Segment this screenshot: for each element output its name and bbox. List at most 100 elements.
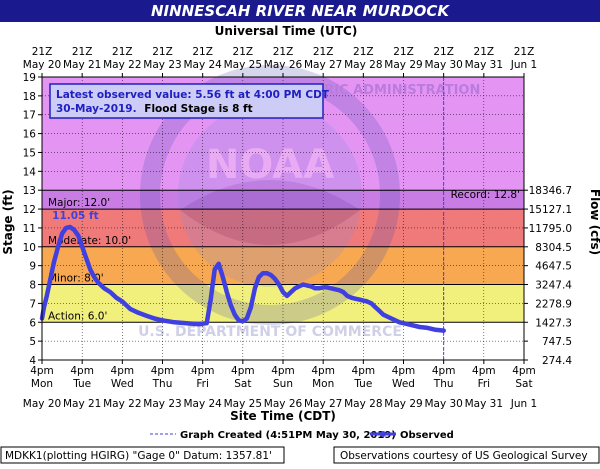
observed-point	[128, 307, 132, 311]
observed-point	[301, 283, 305, 287]
top-tick-time: 21Z	[233, 46, 254, 58]
x-tick-date: May 30	[424, 398, 462, 410]
observed-point	[261, 271, 265, 275]
x-tick-date: May 31	[465, 398, 503, 410]
x-tick-time: 4pm	[231, 365, 255, 377]
observed-point	[102, 286, 106, 290]
observed-point	[273, 277, 277, 281]
top-tick-time: 21Z	[192, 46, 213, 58]
x-tick-day: Thu	[433, 378, 454, 390]
observed-point	[349, 296, 353, 300]
y-tick-label: 9	[29, 261, 36, 273]
top-tick-time: 21Z	[393, 46, 414, 58]
observed-point	[84, 256, 88, 260]
observed-point	[80, 245, 84, 249]
observed-point	[45, 294, 49, 298]
observed-point	[68, 225, 72, 229]
top-tick-date: May 30	[424, 59, 462, 71]
observed-point	[205, 321, 209, 325]
observed-point	[381, 313, 385, 317]
x-tick-day: Fri	[478, 378, 491, 390]
x-tick-day: Mon	[312, 378, 334, 390]
y-tick-label: 15	[23, 147, 36, 159]
top-tick-time: 21Z	[514, 46, 535, 58]
peak-label: 11.05 ft	[52, 210, 98, 222]
title-bar	[0, 0, 600, 22]
y-tick-label: 8	[29, 280, 36, 292]
x-tick-day: Tue	[72, 378, 91, 390]
top-tick-time: 21Z	[273, 46, 294, 58]
observed-point	[60, 232, 64, 236]
y2-axis-title: Flow (cfs)	[588, 189, 600, 255]
observed-point	[221, 275, 225, 279]
top-tick-time: 21Z	[433, 46, 454, 58]
x-tick-date: May 28	[344, 398, 382, 410]
observed-point	[353, 297, 357, 301]
record-label: Record: 12.8'	[451, 189, 520, 201]
flow-tick-label: 4647.5	[535, 261, 572, 273]
observed-point	[317, 286, 321, 290]
latest-value-box: Latest observed value: 5.56 ft at 4:00 P…	[49, 83, 330, 119]
observed-point	[337, 288, 341, 292]
footer-left-box	[0, 446, 285, 464]
top-tick-date: Jun 1	[510, 59, 537, 71]
top-tick-time: 21Z	[474, 46, 495, 58]
y-tick-label: 4	[29, 355, 36, 367]
observed-point	[241, 319, 245, 323]
observed-point	[269, 273, 273, 277]
top-tick-date: May 29	[384, 59, 422, 71]
observed-point	[377, 309, 381, 313]
threshold-label: Action: 6.0'	[48, 310, 107, 322]
top-tick-date: May 23	[143, 59, 181, 71]
observed-point	[245, 316, 249, 320]
x-tick-time: 4pm	[111, 365, 135, 377]
flow-tick-label: 747.5	[542, 336, 572, 348]
footer-left-text: MDKK1(plotting HGIRG) "Gage 0" Datum: 13…	[5, 450, 272, 462]
observed-series: 11.05 ft	[39, 210, 446, 333]
observed-point	[88, 267, 92, 271]
x-tick-time: 4pm	[392, 365, 416, 377]
observed-point	[56, 245, 60, 249]
observed-point	[418, 325, 422, 329]
top-tick-date: May 22	[103, 59, 141, 71]
observed-point	[333, 287, 337, 291]
observed-point	[64, 226, 68, 230]
threshold-label: Minor: 8.0'	[48, 273, 104, 285]
y-tick-label: 7	[29, 298, 36, 310]
latest-value-line1: Latest observed value: 5.56 ft at 4:00 P…	[56, 89, 330, 101]
y-tick-label: 17	[23, 110, 36, 122]
flow-tick-label: 1427.3	[535, 317, 572, 329]
y-tick-label: 13	[23, 185, 36, 197]
observed-point	[393, 318, 397, 322]
x-tick-day: Mon	[31, 378, 53, 390]
observed-legend-label: Observed	[400, 430, 454, 441]
top-tick-date: May 25	[224, 59, 262, 71]
top-tick-time: 21Z	[353, 46, 374, 58]
top-tick-date: May 21	[63, 59, 101, 71]
observed-point	[434, 328, 438, 332]
observed-point	[281, 290, 285, 294]
observed-point	[217, 262, 221, 266]
watermark-bottom-text: U.S. DEPARTMENT OF COMMERCE	[138, 324, 402, 340]
x-tick-date: May 21	[63, 398, 101, 410]
observed-point	[209, 298, 213, 302]
x-tick-date: May 22	[103, 398, 141, 410]
x-tick-time: 4pm	[271, 365, 295, 377]
observed-point	[253, 286, 257, 290]
x-tick-day: Sun	[273, 378, 293, 390]
x-tick-time: 4pm	[472, 365, 496, 377]
x-tick-date: May 25	[224, 398, 262, 410]
x-tick-date: May 24	[183, 398, 222, 410]
x-tick-time: 4pm	[432, 365, 456, 377]
observed-point	[92, 275, 96, 279]
observed-point	[108, 290, 112, 294]
y-tick-label: 19	[23, 72, 36, 84]
footer-right-text: Observations courtesy of US Geological S…	[340, 450, 588, 462]
flow-tick-label: 18346.7	[529, 185, 572, 197]
threshold-label: Moderate: 10.0'	[48, 235, 131, 247]
flow-tick-label: 11795.0	[529, 223, 572, 235]
observed-point	[76, 233, 80, 237]
x-tick-day: Sat	[515, 378, 532, 390]
observed-point	[285, 294, 289, 298]
